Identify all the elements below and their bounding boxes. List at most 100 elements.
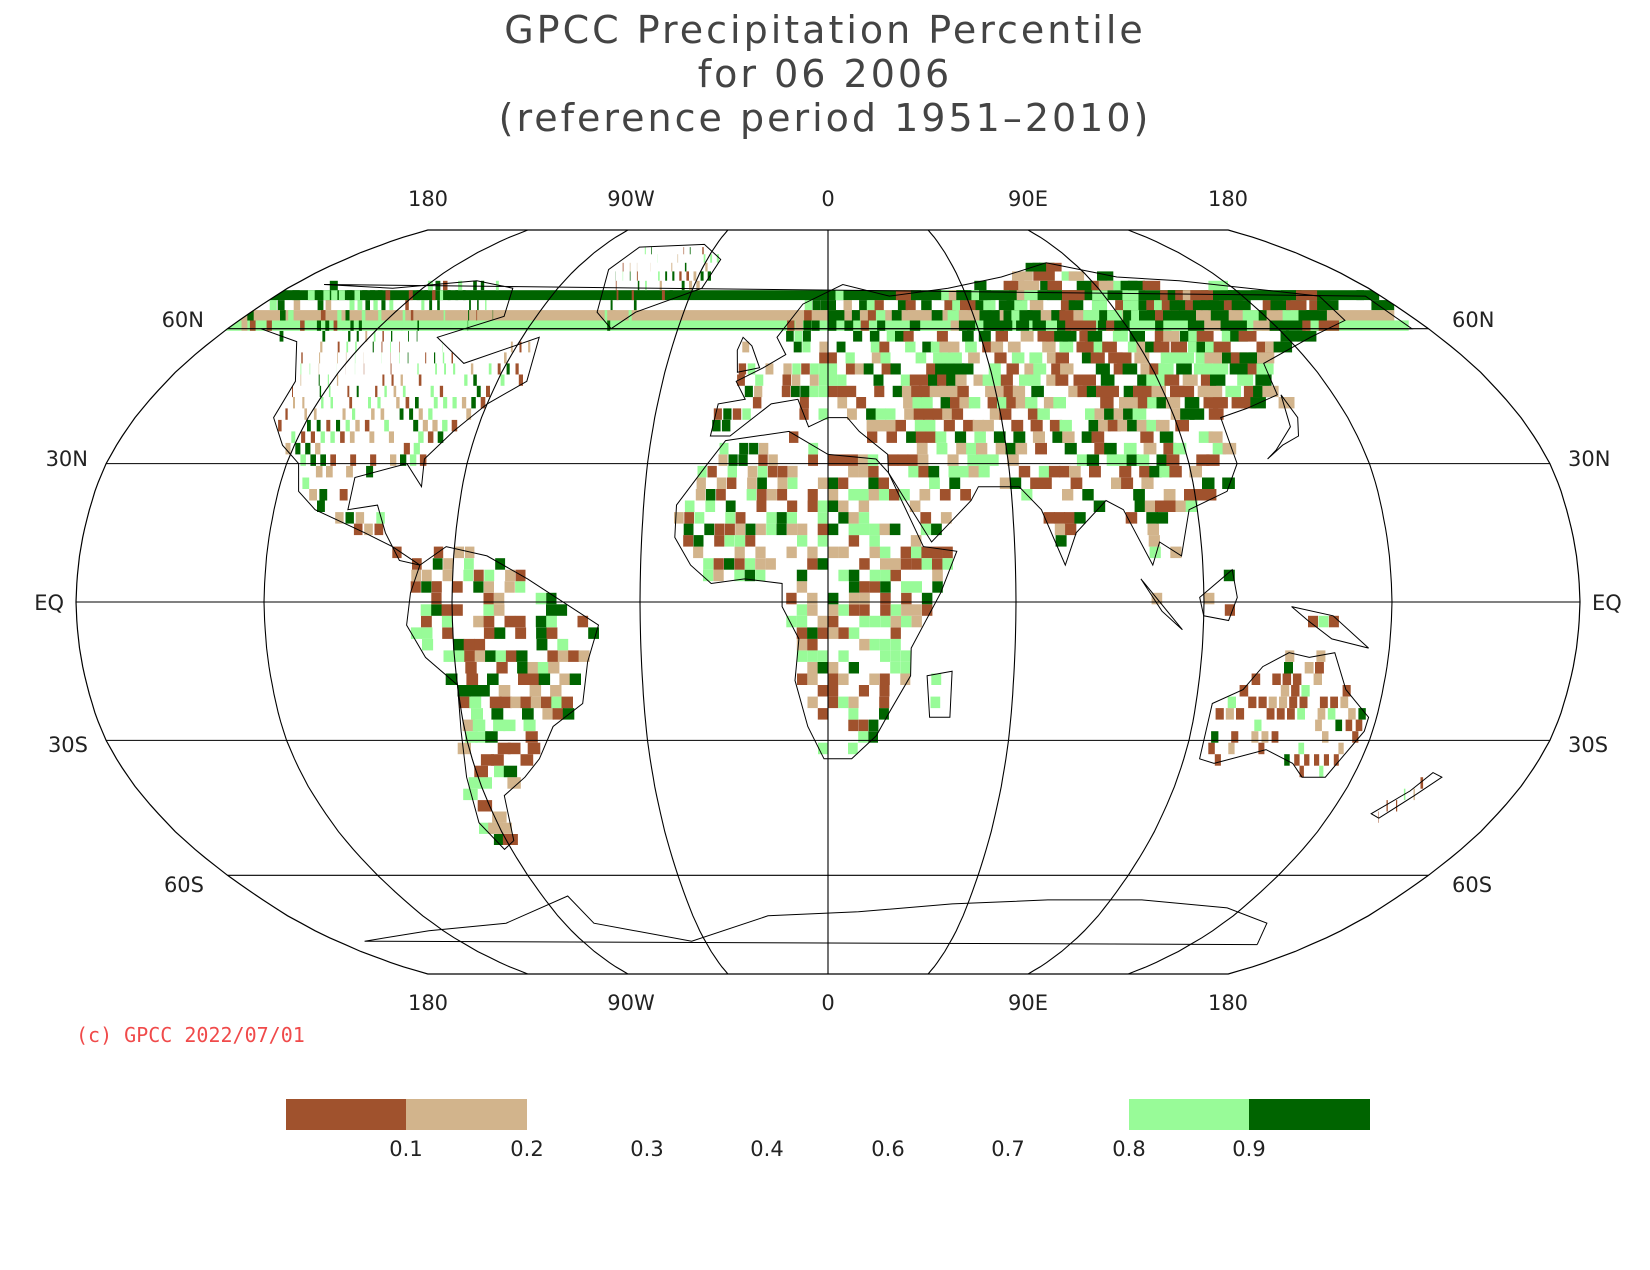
percentile-cell [793,341,802,353]
percentile-cell [1256,363,1274,375]
percentile-cell [909,500,921,512]
percentile-cell [529,685,542,697]
percentile-cell [1081,320,1097,331]
percentile-cell [845,363,856,375]
percentile-cell [890,662,901,674]
percentile-cell [1289,696,1298,709]
percentile-cell [497,363,501,375]
percentile-cell [942,408,954,420]
percentile-cell [527,662,539,674]
percentile-cell [480,280,485,291]
percentile-cell [1035,442,1047,455]
percentile-cell [1208,300,1227,311]
percentile-cell [335,512,344,524]
percentile-cell [895,330,906,342]
coastline-an [364,895,1268,946]
percentile-cell [417,320,419,331]
percentile-cell [355,512,365,524]
percentile-cell [326,465,333,478]
percentile-cell [561,696,573,709]
percentile-cell [455,290,459,301]
percentile-cell [463,638,475,651]
percentile-cell [480,754,494,766]
percentile-cell [1091,310,1107,321]
percentile-cell [1018,465,1031,478]
percentile-cell [716,254,719,263]
percentile-cell [1284,662,1293,674]
percentile-cell [518,374,523,386]
percentile-cell [378,310,382,321]
percentile-cell [1068,300,1084,311]
percentile-cell [828,363,838,375]
percentile-cell [493,604,505,616]
percentile-cell [889,489,900,501]
percentile-cell [777,477,788,489]
percentile-cell [416,290,421,301]
percentile-cell [1102,341,1117,353]
percentile-cell [807,662,818,674]
percentile-cell [528,341,531,353]
percentile-cell [377,397,381,409]
percentile-cell [376,512,385,524]
percentile-cell [725,512,736,524]
percentile-cell [377,290,383,301]
percentile-cell [903,397,914,409]
percentile-cell [546,615,557,628]
percentile-cell [932,581,943,593]
percentile-cell [1308,615,1318,628]
percentile-cell [930,341,942,353]
percentile-cell [1270,300,1291,311]
percentile-cell [710,254,713,263]
percentile-cell [911,604,922,616]
percentile-cell [1225,708,1234,720]
percentile-cell [527,742,541,755]
percentile-cell [932,408,944,420]
percentile-cell [755,523,766,536]
percentile-cell [392,546,402,559]
percentile-cell [909,374,921,386]
percentile-cell [885,320,895,331]
percentile-cell [1243,385,1260,398]
percentile-cell [1327,708,1336,720]
percentile-cell [1140,363,1156,375]
percentile-cell [466,673,479,685]
percentile-cell [797,523,808,536]
percentile-cell [716,477,727,489]
percentile-cell [1025,397,1038,409]
percentile-cell [846,385,857,398]
percentile-cell [781,385,791,398]
percentile-cell [684,512,694,524]
percentile-cell [1194,489,1207,501]
percentile-cell [473,615,484,628]
percentile-cell [1208,431,1223,443]
percentile-cell [734,535,745,547]
percentile-cell [1059,341,1074,353]
percentile-cell [318,374,320,386]
percentile-cell [999,408,1012,420]
percentile-cell [796,581,808,593]
legend-swatch-very-wet [1249,1099,1370,1130]
percentile-cell [929,385,941,398]
legend-tick-0-2: 0.2 [510,1137,543,1161]
percentile-cell [920,523,932,536]
percentile-cell [777,465,788,478]
percentile-cell [1241,397,1257,409]
percentile-cell [1003,385,1016,398]
percentile-cell [928,465,940,478]
percentile-cell [390,363,392,375]
percentile-cell [357,300,363,311]
percentile-cell [874,300,884,311]
percentile-cell [838,512,849,524]
percentile-cell [915,352,927,364]
coastline-nz [1370,772,1443,819]
percentile-cell [1134,352,1150,364]
percentile-cell [1396,800,1398,812]
percentile-cell [507,742,521,755]
percentile-cell [1084,290,1100,301]
percentile-cell [1030,419,1043,432]
percentile-cell [651,247,652,255]
percentile-cell [350,320,354,331]
percentile-cell [428,408,433,420]
percentile-cell [309,363,311,375]
percentile-cell [930,696,941,709]
